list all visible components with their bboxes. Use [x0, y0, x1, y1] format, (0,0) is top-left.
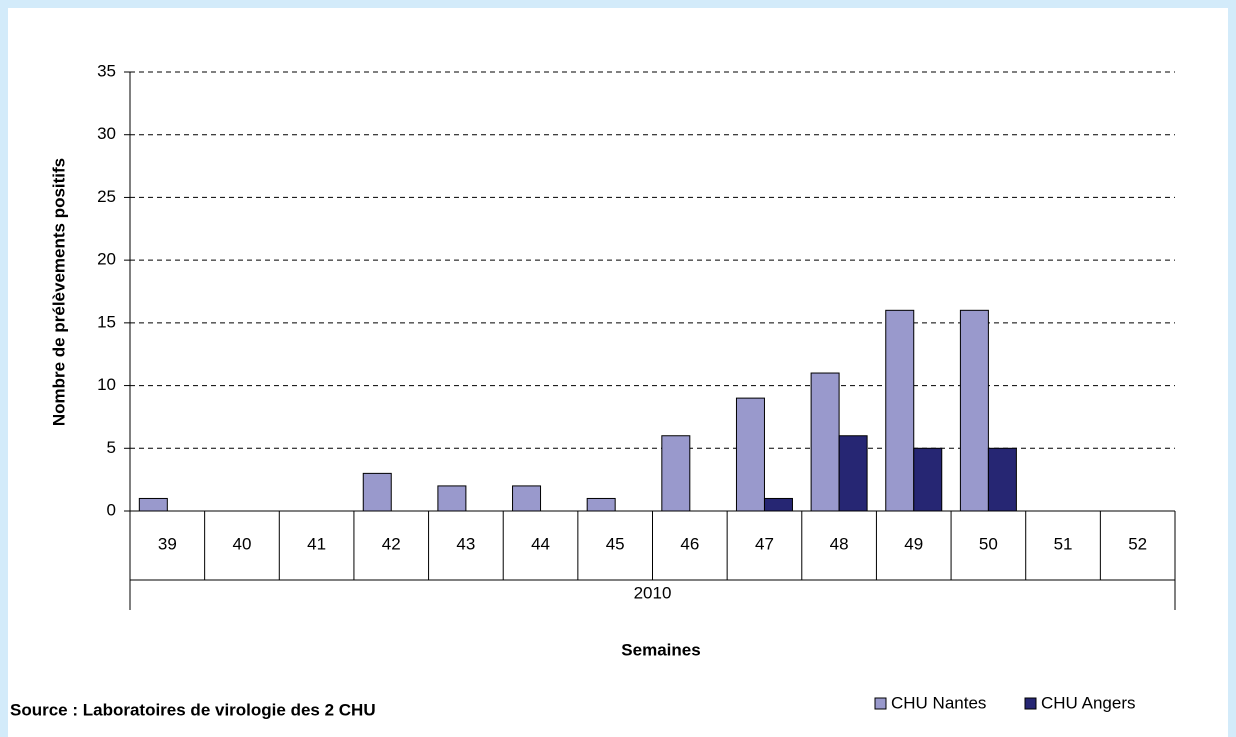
legend-swatch	[1024, 697, 1037, 710]
bar	[913, 447, 943, 512]
x-tick-label: 41	[307, 534, 326, 553]
y-tick-label: 0	[107, 500, 116, 519]
y-tick-label: 30	[97, 124, 116, 143]
chart-area	[8, 8, 1228, 737]
bar	[959, 309, 989, 512]
bar	[362, 472, 392, 512]
y-tick-label: 10	[97, 375, 116, 394]
x-tick-label: 43	[456, 534, 475, 553]
x-tick-label: 51	[1054, 534, 1073, 553]
bar	[763, 497, 793, 512]
bar	[838, 435, 868, 512]
x-tick-label: 45	[606, 534, 625, 553]
bar	[735, 397, 765, 512]
y-tick-label: 25	[97, 187, 116, 206]
x-tick-label: 49	[904, 534, 923, 553]
bar	[437, 485, 467, 512]
bar	[661, 435, 691, 512]
x-tick-label: 48	[830, 534, 849, 553]
x-tick-label: 44	[531, 534, 550, 553]
legend-label: CHU Angers	[1041, 693, 1135, 712]
bar	[987, 447, 1017, 512]
y-tick-label: 15	[97, 312, 116, 331]
bar	[810, 372, 840, 512]
x-tick-label: 46	[680, 534, 699, 553]
y-tick-label: 20	[97, 250, 116, 269]
y-tick-label: 35	[97, 61, 116, 80]
x-tick-label: 42	[382, 534, 401, 553]
x-axis-label: Semaines	[621, 640, 700, 659]
y-axis-label: Nombre de prélèvements positifs	[49, 158, 68, 426]
bar	[885, 309, 915, 512]
source: Source : Laboratoires de virologie des 2…	[10, 700, 376, 719]
x-tick-label: 50	[979, 534, 998, 553]
legend-label: CHU Nantes	[891, 693, 986, 712]
y-tick-label: 5	[107, 438, 116, 457]
legend-swatch	[874, 697, 887, 710]
bar	[138, 497, 168, 512]
bar	[512, 485, 542, 512]
x-tick-label: 39	[158, 534, 177, 553]
x-group-label: 2010	[634, 583, 672, 602]
bar	[586, 497, 616, 512]
x-tick-label: 40	[233, 534, 252, 553]
x-tick-label: 47	[755, 534, 774, 553]
x-tick-label: 52	[1128, 534, 1147, 553]
